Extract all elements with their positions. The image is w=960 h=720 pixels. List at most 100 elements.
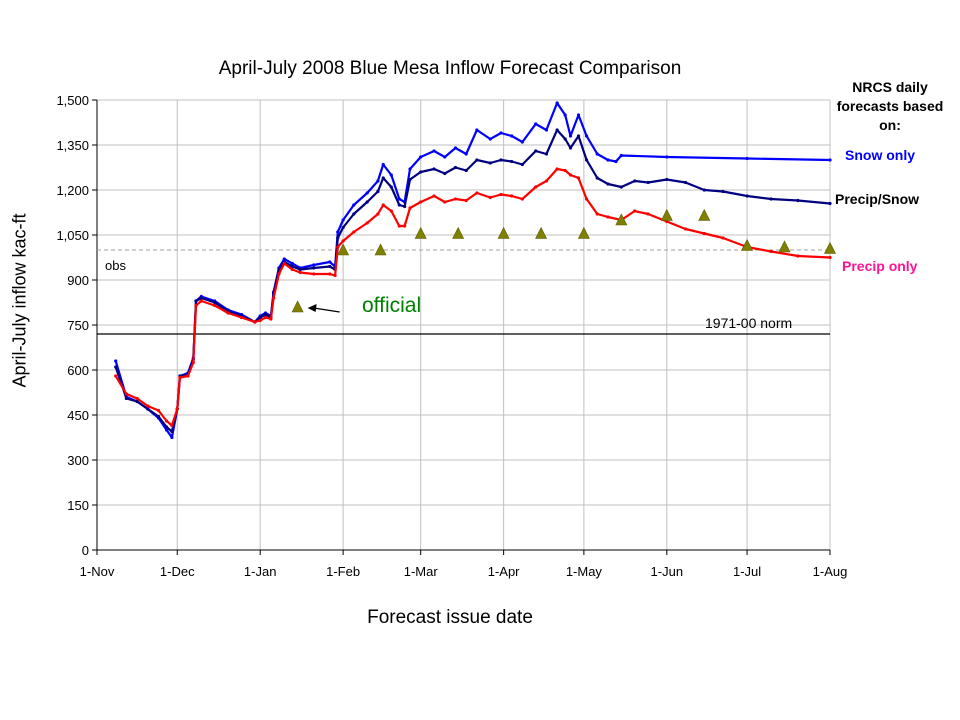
x-tick-label: 1-Apr [488,564,520,579]
official-triangle [535,226,548,239]
y-tick-label: 300 [67,453,89,468]
series-point-precip-snow [312,266,316,270]
series-point-precip-snow [828,201,832,206]
series-point-snow-only [389,173,393,177]
gridlines [97,99,831,550]
y-tick-label: 600 [67,363,89,378]
official-label: official [362,294,422,317]
series-point-precip-only [312,272,316,276]
official-triangle [660,208,673,221]
official-triangle [452,226,465,239]
y-axis-label: April-July inflow kac-ft [9,213,30,388]
y-tick-label: 750 [67,318,89,333]
series-point-precip-snow [520,162,524,167]
series-point-snow-only [520,140,524,144]
series-point-precip-only [702,231,706,236]
series-point-snow-only [432,149,436,153]
series-point-precip-snow [341,225,345,230]
series-point-precip-only [475,191,479,195]
series-point-precip-snow [464,168,468,173]
series-point-precip-snow [124,396,129,401]
series-point-snow-only [443,155,447,159]
series-point-precip-only [146,404,150,408]
series-point-snow-only [555,101,559,105]
series-point-precip-snow [114,365,118,369]
series-point-precip-only [164,419,169,423]
series-point-snow-only [606,158,610,162]
series-point-snow-only [164,428,169,432]
series-point-precip-snow [619,185,623,189]
official-arrow-shaft [313,307,340,313]
official-triangle [824,241,836,254]
x-tick-label: 1-Feb [326,564,360,579]
y-tick-label: 900 [67,273,89,288]
series-point-snow-only [397,197,401,201]
series-point-precip-only [544,179,549,183]
tick-labels: 0 150 300 450 600 750 900 1,050 1,200 1,350 1,500 1… [56,93,847,579]
series-point-snow-only [534,122,538,126]
series-point-snow-only [576,113,581,117]
series-point-precip-snow [499,158,503,162]
series-point-precip-snow [199,296,203,300]
series-point-snow-only [568,134,573,138]
series-point-snow-only [352,203,356,207]
series-point-precip-only [432,194,436,198]
series-point-precip-snow [702,188,706,192]
series-point-snow-only [828,158,832,162]
official-triangle [778,240,791,253]
official-arrow [307,304,340,313]
series-point-precip-snow [488,161,492,165]
series-point-snow-only [170,435,174,440]
obs-label: obs [105,258,126,273]
series-point-precip-snow [606,182,610,186]
series-point-precip-snow [290,264,294,269]
series-point-snow-only [408,167,412,171]
series-point-precip-only [488,195,492,200]
series-point-precip-snow [584,158,589,162]
series-point-snow-only [584,134,589,138]
series-point-precip-only [352,230,356,234]
series-point-precip-only [328,272,332,276]
series-point-precip-only [333,273,337,278]
series-point-precip-only [520,197,524,201]
x-tick-label: 1-Jun [651,564,684,579]
series-point-precip-snow [381,176,385,180]
series-point-precip-snow [146,407,150,411]
series-point-snow-only [365,191,369,195]
axes [92,99,831,555]
series-lines [114,101,832,440]
series-point-precip-only [453,197,458,201]
series-point-precip-only [271,296,276,300]
official-arrow-head [307,304,317,312]
series-point-snow-only [419,155,423,159]
series-point-precip-only [403,224,407,228]
series-point-precip-only [253,320,257,324]
series-point-precip-snow [419,170,423,174]
series-point-precip-snow [769,197,773,201]
x-tick-label: 1-Aug [813,564,848,579]
series-point-precip-only [408,206,412,210]
series-point-snow-only [488,137,492,141]
series-point-precip-only [175,407,179,411]
series-point-precip-snow [389,185,393,189]
official-triangle [414,226,427,239]
series-point-precip-snow [432,167,436,171]
series-point-snow-only [619,153,623,158]
series-point-precip-snow [365,200,369,204]
series-point-snow-only [341,218,345,222]
series-point-precip-snow [721,189,725,194]
series-point-precip-only [365,221,369,225]
series-point-precip-only [563,168,567,173]
series-point-precip-snow [595,176,599,180]
series-point-precip-snow [397,203,401,207]
series-point-precip-only [114,374,118,378]
series-point-snow-only [595,152,599,156]
series-point-precip-only [633,209,637,213]
x-axis-label: Forecast issue date [367,607,533,628]
series-point-precip-snow [563,137,567,141]
series-point-precip-snow [555,128,559,132]
official-triangle [741,238,754,251]
official-markers [291,208,836,313]
series-point-precip-snow [568,146,573,150]
